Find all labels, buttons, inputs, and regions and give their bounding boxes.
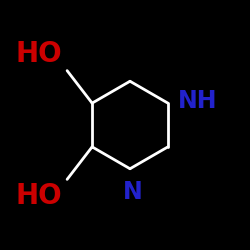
- Text: NH: NH: [178, 89, 218, 112]
- Text: HO: HO: [16, 182, 62, 210]
- Text: N: N: [122, 180, 142, 204]
- Text: HO: HO: [16, 40, 62, 68]
